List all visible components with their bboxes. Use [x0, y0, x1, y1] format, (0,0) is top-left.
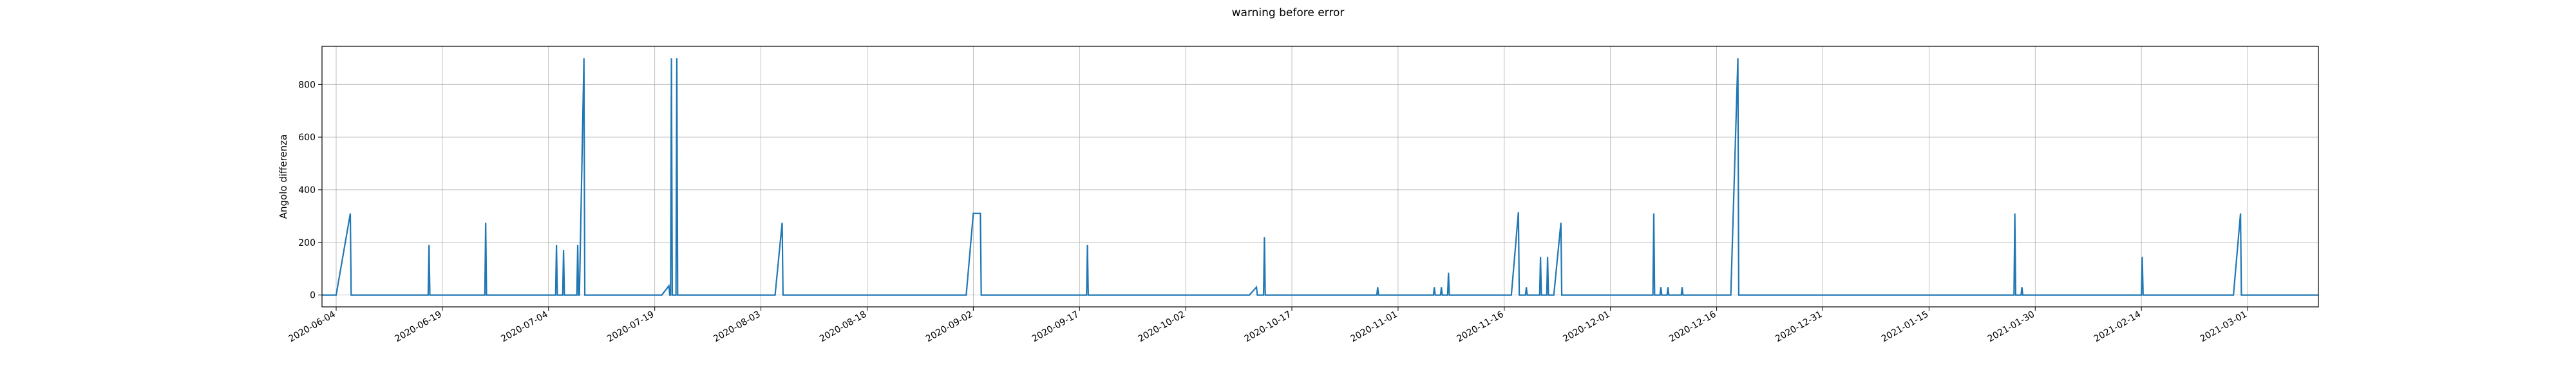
x-tick-label: 2020-06-19: [393, 309, 443, 345]
y-tick-label: 200: [298, 238, 316, 248]
x-tick-label: 2020-10-02: [1137, 309, 1187, 345]
y-tick-label: 600: [298, 133, 316, 143]
x-tick-label: 2021-02-14: [2092, 309, 2143, 345]
x-tick-label: 2020-11-16: [1455, 309, 1506, 345]
y-tick-label: 0: [310, 291, 316, 301]
x-tick-label: 2021-01-15: [1880, 309, 1930, 345]
x-tick-label: 2020-08-03: [712, 309, 762, 345]
y-tick-label: 800: [298, 80, 316, 90]
series-line: [322, 58, 2318, 296]
x-tick-label: 2020-07-19: [605, 309, 656, 345]
x-tick-label: 2020-09-17: [1030, 309, 1081, 345]
x-tick-label: 2020-11-01: [1349, 309, 1399, 345]
series-layer: [322, 58, 2318, 296]
x-tick-label: 2020-09-02: [924, 309, 974, 345]
plot-frame: [321, 46, 2319, 308]
x-axis: 2020-06-04 2020-06-19 2020-07-04 2020-07-19…: [287, 307, 2249, 344]
y-tick-label: 400: [298, 185, 316, 196]
x-tick-label: 2020-10-17: [1243, 309, 1293, 345]
x-tick-label: 2020-07-04: [499, 309, 550, 345]
x-tick-label: 2020-12-01: [1561, 309, 1611, 345]
x-tick-label: 2020-12-16: [1667, 309, 1718, 345]
x-tick-label: 2020-08-18: [818, 309, 868, 345]
gridlines: [322, 46, 2318, 307]
y-axis: 0 200 400 600 800: [298, 80, 322, 301]
x-tick-label: 2020-06-04: [287, 309, 338, 345]
x-tick-label: 2021-03-01: [2199, 309, 2249, 345]
y-axis-label: Angolo differenza: [278, 134, 289, 219]
chart-title: warning before error: [1232, 6, 1345, 19]
x-tick-label: 2020-12-31: [1774, 309, 1824, 345]
x-tick-label: 2021-01-30: [1986, 309, 2036, 345]
